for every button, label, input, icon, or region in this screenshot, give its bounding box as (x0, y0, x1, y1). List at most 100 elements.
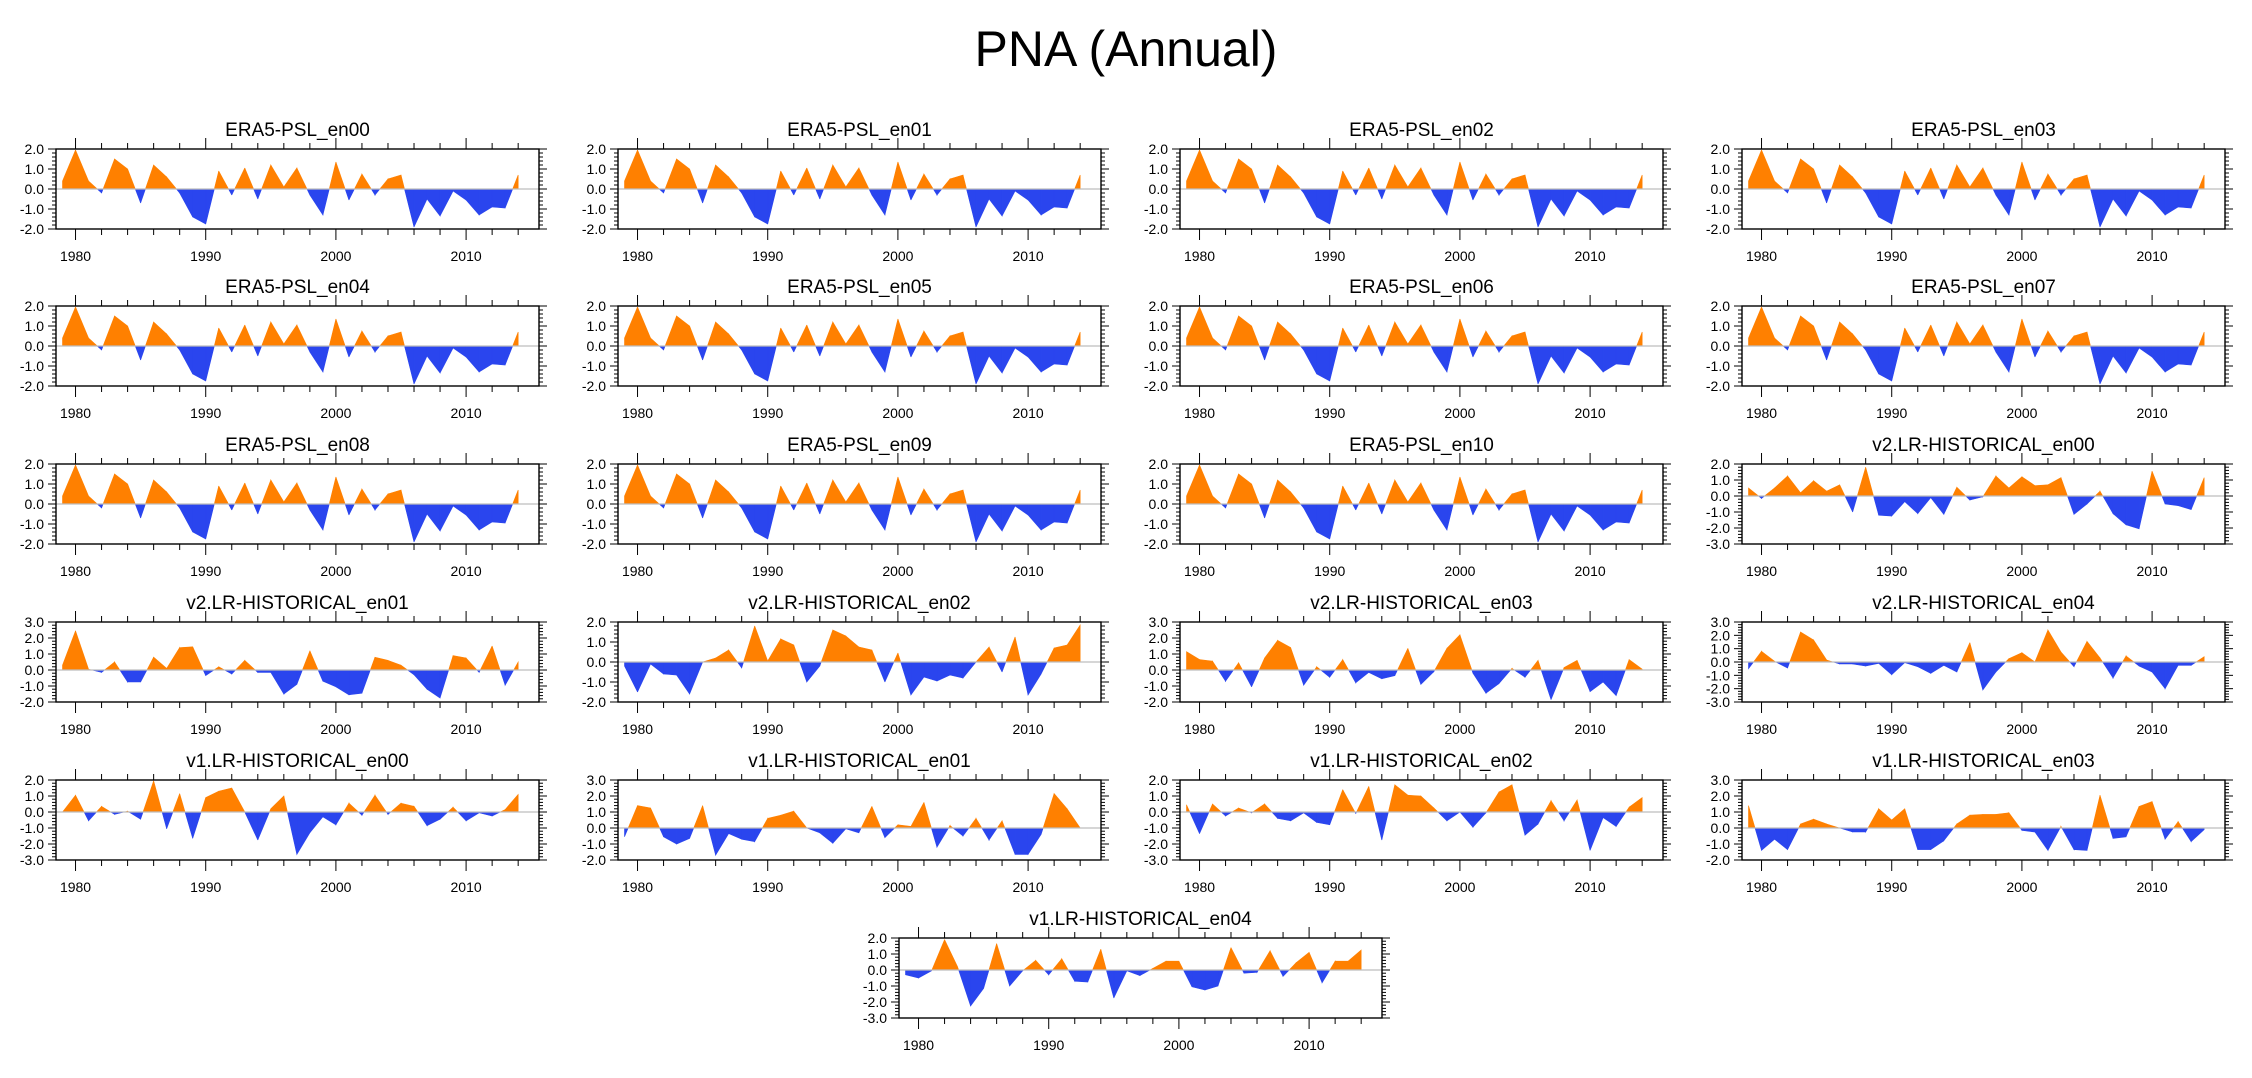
x-tick-label: 2010 (451, 879, 482, 895)
positive-anomaly-area (62, 149, 76, 190)
negative-anomaly-area (317, 669, 324, 682)
negative-anomaly-area (676, 661, 690, 695)
positive-anomaly-area (2008, 476, 2023, 497)
negative-anomaly-area (932, 503, 938, 512)
negative-anomaly-area (504, 669, 515, 687)
positive-anomaly-area (676, 158, 690, 190)
negative-anomaly-area (96, 188, 102, 194)
negative-anomaly-area (1258, 188, 1265, 204)
negative-anomaly-area (257, 811, 270, 841)
negative-anomaly-area (2109, 827, 2114, 839)
positive-anomaly-area (1511, 489, 1526, 505)
y-tick-label: -3.0 (1706, 536, 1730, 552)
negative-anomaly-area (1563, 503, 1578, 532)
negative-anomaly-area (1826, 188, 1832, 204)
negative-anomaly-area (1191, 969, 1206, 991)
positive-anomaly-area (1092, 949, 1102, 971)
negative-anomaly-area (1982, 661, 1997, 691)
negative-anomaly-area (2190, 827, 2205, 843)
positive-anomaly-area (1995, 812, 2010, 829)
negative-anomaly-area (1204, 969, 1219, 991)
x-tick-label: 2010 (2137, 879, 2168, 895)
negative-anomaly-area (2073, 827, 2088, 851)
negative-anomaly-area (1602, 811, 1617, 827)
y-tick-label: 1.0 (868, 946, 888, 962)
positive-anomaly-area (353, 488, 363, 505)
negative-anomaly-area (1774, 827, 1788, 851)
positive-anomaly-area (234, 482, 246, 505)
negative-anomaly-area (1472, 669, 1487, 695)
y-tick-label: -1.0 (863, 978, 887, 994)
positive-anomaly-area (2099, 795, 2111, 829)
negative-anomaly-area (962, 661, 977, 679)
positive-anomaly-area (1046, 647, 1055, 663)
positive-anomaly-area (179, 646, 193, 671)
positive-anomaly-area (1434, 647, 1448, 671)
y-tick-label: 1.0 (25, 788, 45, 804)
positive-anomaly-area (1277, 639, 1291, 671)
y-tick-label: 0.0 (1711, 820, 1731, 836)
positive-anomaly-area (1624, 659, 1630, 671)
negative-anomaly-area (83, 811, 89, 821)
negative-anomaly-area (2034, 827, 2049, 852)
negative-anomaly-area (504, 503, 514, 524)
positive-anomaly-area (2075, 641, 2088, 663)
negative-anomaly-area (845, 827, 860, 834)
negative-anomaly-area (2177, 495, 2192, 511)
negative-anomaly-area (737, 345, 742, 351)
negative-anomaly-area (417, 811, 428, 827)
positive-anomaly-area (1100, 949, 1107, 971)
positive-anomaly-area (1394, 784, 1409, 813)
x-tick-label: 2000 (1444, 721, 1475, 737)
positive-anomaly-area (1342, 170, 1354, 190)
y-tick-label: -1.0 (1144, 678, 1168, 694)
positive-anomaly-area (387, 331, 402, 347)
y-tick-label: -2.0 (582, 378, 606, 394)
negative-anomaly-area (2177, 345, 2192, 366)
negative-anomaly-area (1995, 345, 2010, 374)
negative-anomaly-area (1066, 345, 1076, 366)
negative-anomaly-area (819, 345, 825, 357)
y-tick-label: -2.0 (582, 221, 606, 237)
positive-anomaly-area (283, 482, 298, 505)
positive-anomaly-area (1524, 489, 1529, 505)
y-tick-label: 2.0 (1711, 456, 1731, 472)
positive-anomaly-area (2014, 161, 2023, 190)
x-tick-label: 1990 (1314, 879, 1345, 895)
positive-anomaly-area (1358, 167, 1370, 190)
positive-anomaly-area (1969, 642, 1976, 663)
negative-anomaly-area (2125, 345, 2140, 374)
positive-anomaly-area (1800, 631, 1814, 663)
negative-anomaly-area (2086, 495, 2096, 505)
negative-anomaly-area (1027, 503, 1042, 531)
positive-anomaly-area (2172, 820, 2179, 829)
negative-anomaly-area (1468, 503, 1474, 516)
chart-panel: ERA5-PSL_en08 2.0 1.0 0.0 -1.0 -2.0 1980 1990 20… (20, 435, 547, 579)
chart-panel: ERA5-PSL_en09 2.0 1.0 0.0 -1.0 -2.0 1980 1990 20… (582, 435, 1109, 579)
negative-anomaly-area (1861, 188, 1866, 194)
negative-anomaly-area (1550, 188, 1565, 217)
positive-anomaly-area (897, 318, 908, 347)
x-tick-label: 2010 (1013, 563, 1044, 579)
positive-anomaly-area (1899, 327, 1906, 347)
negative-anomaly-area (1053, 503, 1068, 524)
negative-anomaly-area (491, 503, 506, 524)
positive-anomaly-area (890, 318, 899, 347)
positive-anomaly-area (2034, 629, 2049, 663)
positive-anomaly-area (283, 167, 298, 190)
positive-anomaly-area (858, 324, 870, 347)
negative-anomaly-area (257, 188, 263, 200)
x-tick-label: 2010 (1575, 563, 1606, 579)
positive-anomaly-area (1356, 786, 1370, 813)
negative-anomaly-area (910, 661, 925, 696)
negative-anomaly-area (1528, 503, 1539, 543)
negative-anomaly-area (192, 811, 202, 839)
negative-anomaly-area (932, 345, 938, 354)
positive-anomaly-area (767, 814, 782, 829)
negative-anomaly-area (1217, 669, 1226, 683)
negative-anomaly-area (906, 503, 912, 516)
positive-anomaly-area (1550, 799, 1559, 813)
positive-anomaly-area (1342, 485, 1354, 505)
negative-anomaly-area (975, 345, 990, 385)
positive-anomaly-area (270, 163, 285, 190)
